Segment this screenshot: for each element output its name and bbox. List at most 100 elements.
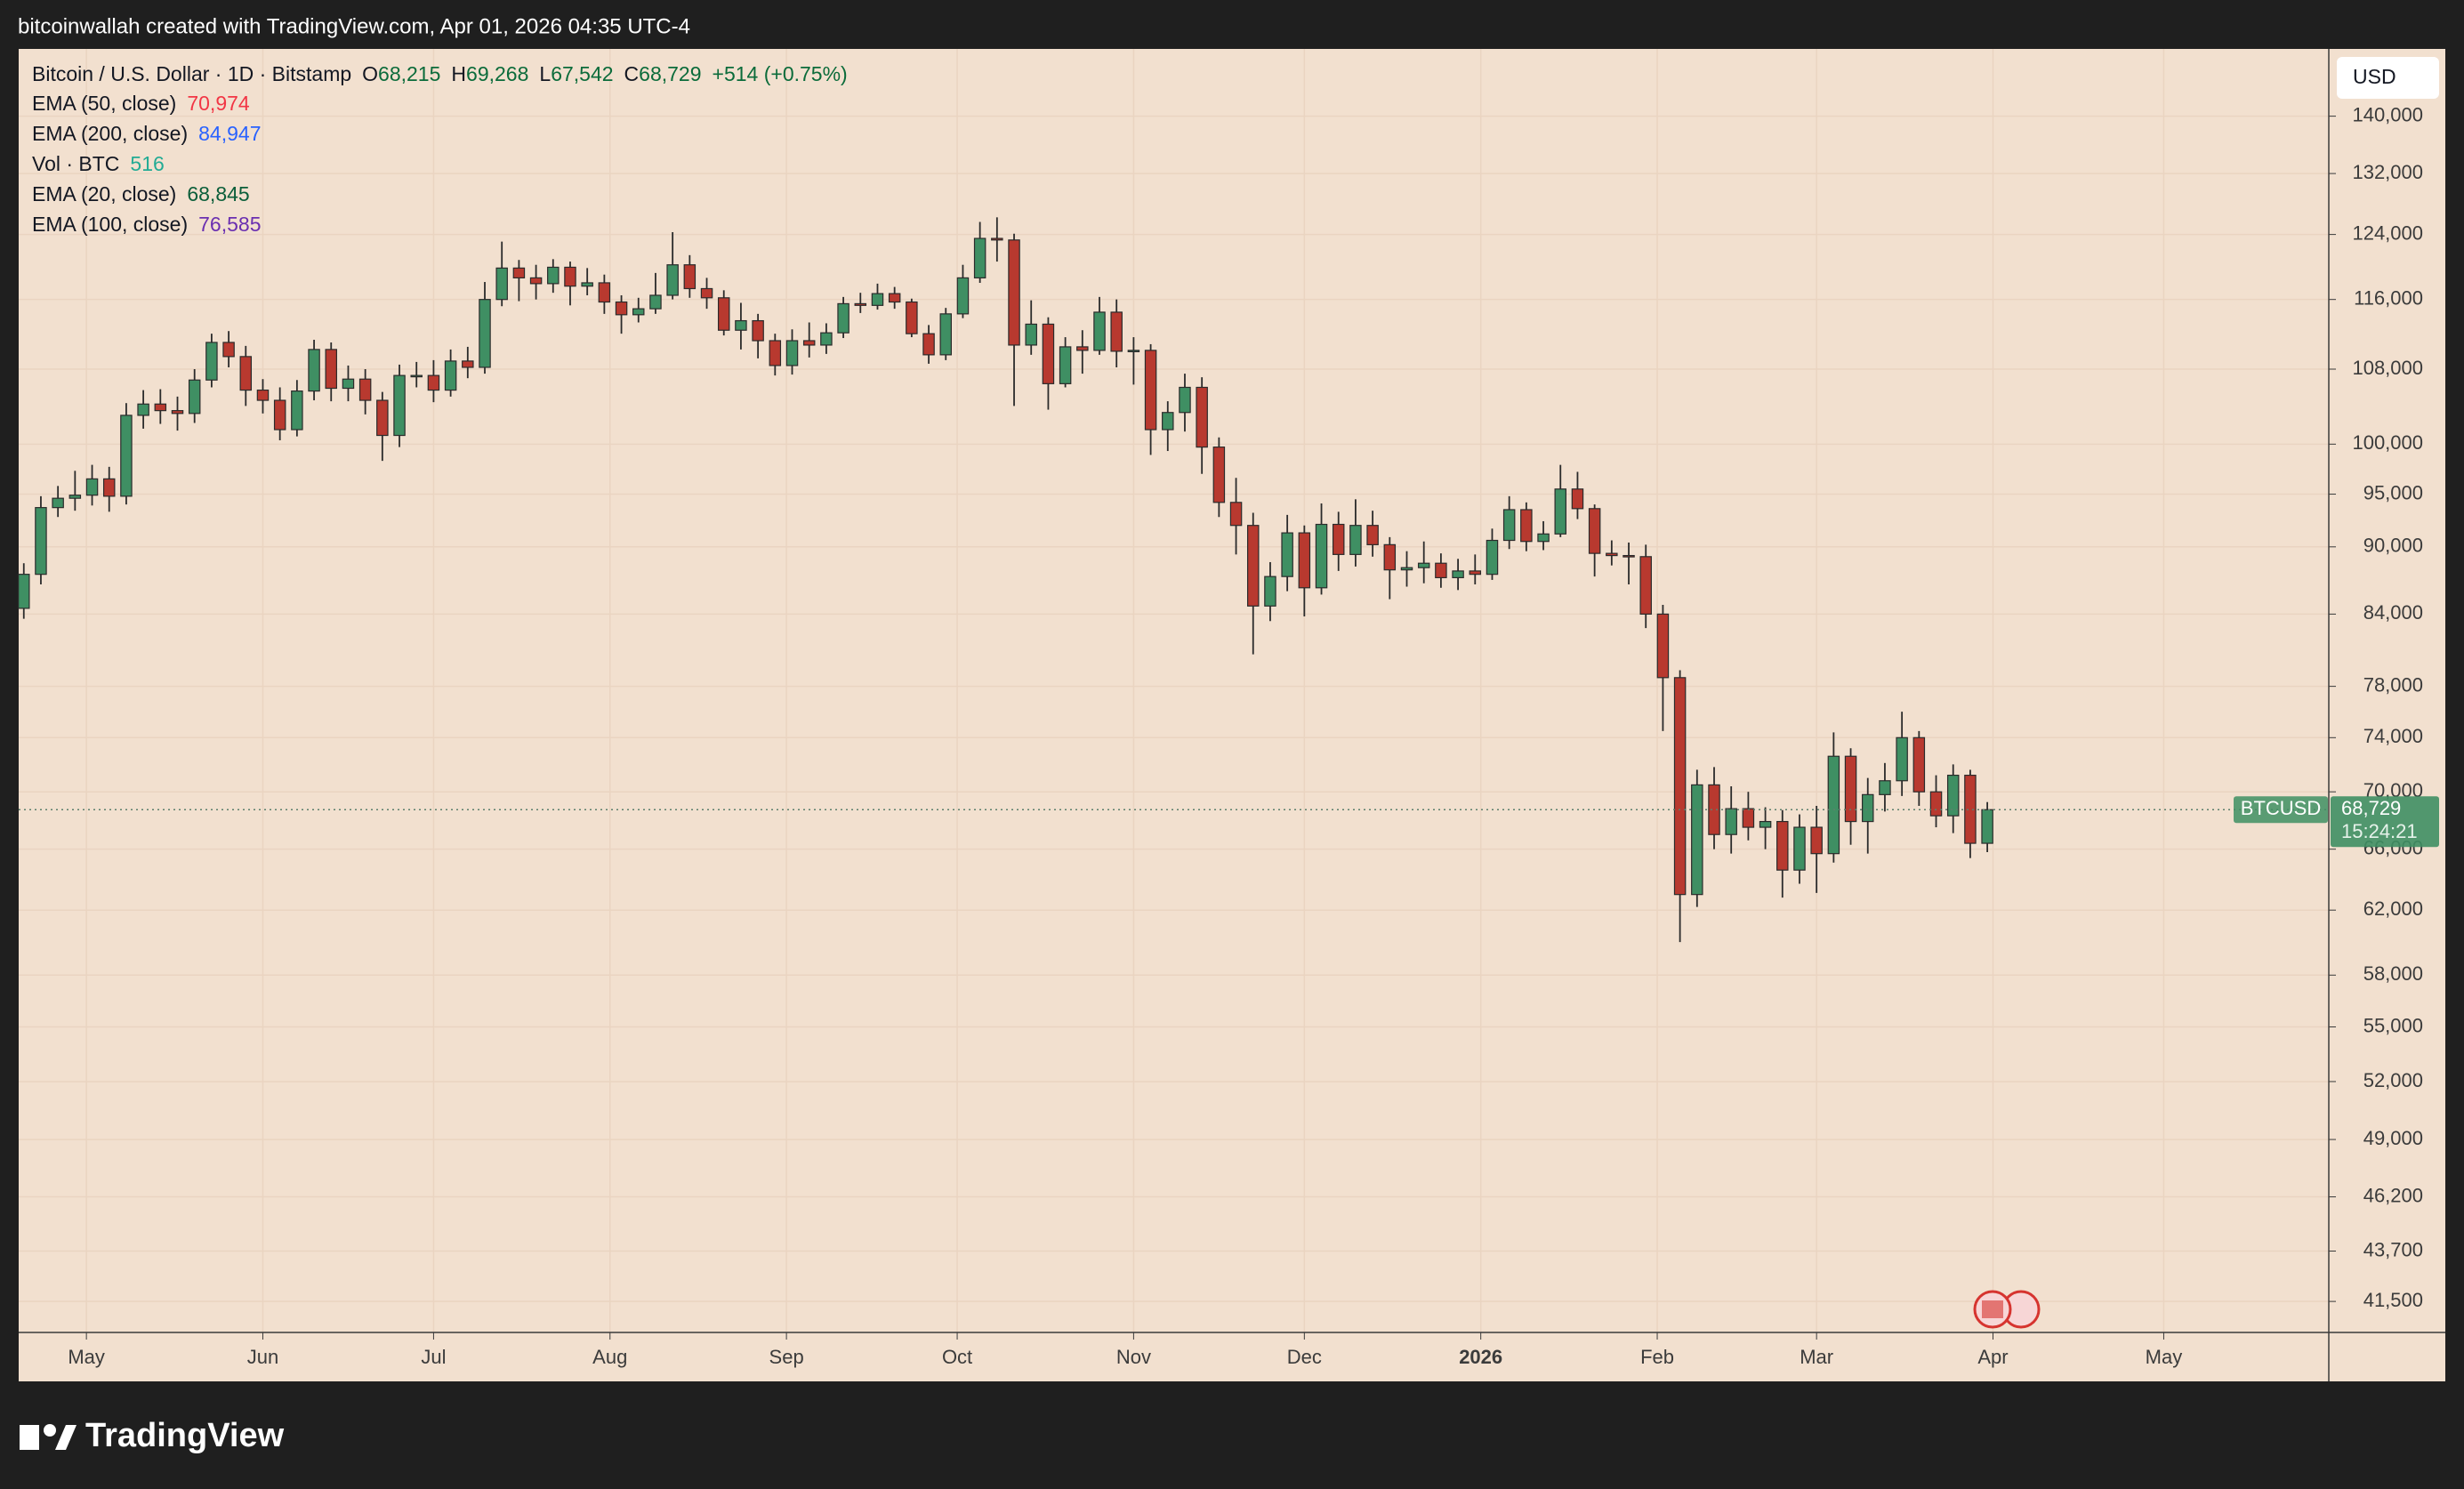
candle-body	[1144, 350, 1157, 431]
candle-body	[1879, 780, 1891, 795]
x-tick-label: Sep	[769, 1346, 804, 1368]
candle-body	[752, 319, 764, 342]
candle-body	[820, 332, 833, 346]
candle-body	[906, 301, 918, 334]
y-tick-label: 43,700	[2363, 1238, 2423, 1260]
candle-body	[1179, 386, 1191, 414]
candle-body	[222, 342, 235, 358]
candle-body	[564, 266, 576, 287]
grid	[19, 49, 2336, 1340]
candle-body	[154, 403, 167, 412]
candle-body	[512, 267, 526, 278]
candle-body	[1708, 784, 1720, 835]
ohlc-label: O	[362, 62, 378, 85]
x-tick-label: Mar	[1800, 1346, 1833, 1368]
candle-body	[888, 293, 901, 303]
candle-body	[1008, 239, 1020, 346]
candle-body	[1912, 736, 1926, 793]
candle-body	[342, 378, 355, 390]
candle-body	[410, 374, 423, 378]
y-tick-label: 49,000	[2363, 1127, 2423, 1149]
candle-body	[1196, 386, 1208, 448]
indicator-label: EMA (100, close)	[32, 213, 188, 236]
event-icons	[1973, 1290, 2041, 1329]
labels: 140,000 132,000 124,000 116,000 108,000 100,0…	[32, 62, 2439, 1368]
candle-body	[1981, 809, 1993, 844]
y-tick-label: 116,000	[2354, 286, 2423, 309]
y-tick-label: 62,000	[2363, 897, 2423, 920]
y-tick-label: 100,000	[2352, 431, 2423, 454]
candle-body	[1588, 508, 1601, 554]
indicator-value: 84,947	[198, 122, 261, 145]
candle-body	[427, 374, 440, 391]
symbol-label-box	[2234, 796, 2328, 824]
indicator-label: Vol · BTC	[32, 152, 119, 175]
candle-body	[35, 507, 47, 575]
legend-row: Bitcoin / U.S. Dollar · 1D · Bitstamp O68…	[32, 62, 848, 85]
symbol-label: BTCUSD	[2241, 797, 2321, 819]
y-tick-label: 95,000	[2363, 481, 2423, 503]
indicator-label: EMA (20, close)	[32, 182, 176, 205]
candle-body	[717, 297, 730, 331]
candle-body	[1725, 808, 1737, 835]
candle-body	[1673, 677, 1687, 896]
candle-body	[1315, 523, 1328, 589]
ohlc-value: 67,542	[551, 62, 613, 85]
candle-body	[1537, 533, 1550, 543]
candle-body	[837, 302, 850, 334]
x-tick-label: Feb	[1640, 1346, 1674, 1368]
candle-body	[1281, 532, 1293, 577]
candle-body	[1247, 525, 1260, 607]
candle-body	[1929, 791, 1943, 817]
candle-body	[1298, 532, 1311, 589]
candle-body	[1417, 562, 1430, 568]
candle-body	[1623, 554, 1635, 558]
candle-body	[1606, 552, 1618, 557]
candle-body	[256, 389, 270, 401]
candle-body	[1776, 820, 1789, 871]
candle-body	[1486, 539, 1499, 575]
candle-body	[529, 277, 543, 285]
candle-body	[120, 415, 133, 497]
y-tick-label: 108,000	[2352, 357, 2423, 379]
footer-logo: TradingView	[20, 1417, 285, 1454]
candle-body	[991, 237, 1003, 241]
candle-body	[581, 282, 593, 287]
candle-body	[1742, 808, 1755, 828]
candle-body	[376, 399, 389, 437]
candle-body	[547, 266, 560, 285]
candle-body	[479, 299, 491, 368]
x-tick-label: May	[2146, 1346, 2183, 1368]
candle-body	[1793, 826, 1806, 871]
candle-body	[171, 410, 184, 415]
candle-body	[462, 360, 474, 368]
currency-button[interactable]	[2337, 57, 2439, 99]
candle-body	[1076, 346, 1089, 351]
candle-body	[1656, 613, 1670, 679]
y-tick-label: 55,000	[2363, 1014, 2423, 1036]
candle-body	[1162, 412, 1174, 431]
candle-body	[785, 340, 799, 366]
candle-body	[854, 302, 867, 306]
candle-body	[632, 308, 645, 316]
x-tick-label: May	[68, 1346, 105, 1368]
flag	[1982, 1300, 2003, 1318]
candle-body	[1759, 820, 1772, 828]
candles	[18, 217, 2329, 943]
x-tick-label: Oct	[942, 1346, 972, 1368]
x-tick-label: Apr	[1977, 1346, 2008, 1368]
currency-label[interactable]: USD	[2353, 65, 2396, 88]
y-tick-label: 124,000	[2352, 221, 2423, 244]
candle-body	[358, 378, 372, 401]
candle-body	[1844, 755, 1857, 823]
x-tick-label: 2026	[1459, 1346, 1502, 1368]
candle-body	[393, 374, 406, 437]
candle-body	[1469, 570, 1482, 575]
candle-body	[1400, 567, 1413, 571]
y-tick-label: 41,500	[2363, 1289, 2423, 1311]
x-tick-label: Dec	[1287, 1346, 1322, 1368]
candle-body	[1827, 755, 1840, 855]
ohlc-value: 69,268	[466, 62, 528, 85]
